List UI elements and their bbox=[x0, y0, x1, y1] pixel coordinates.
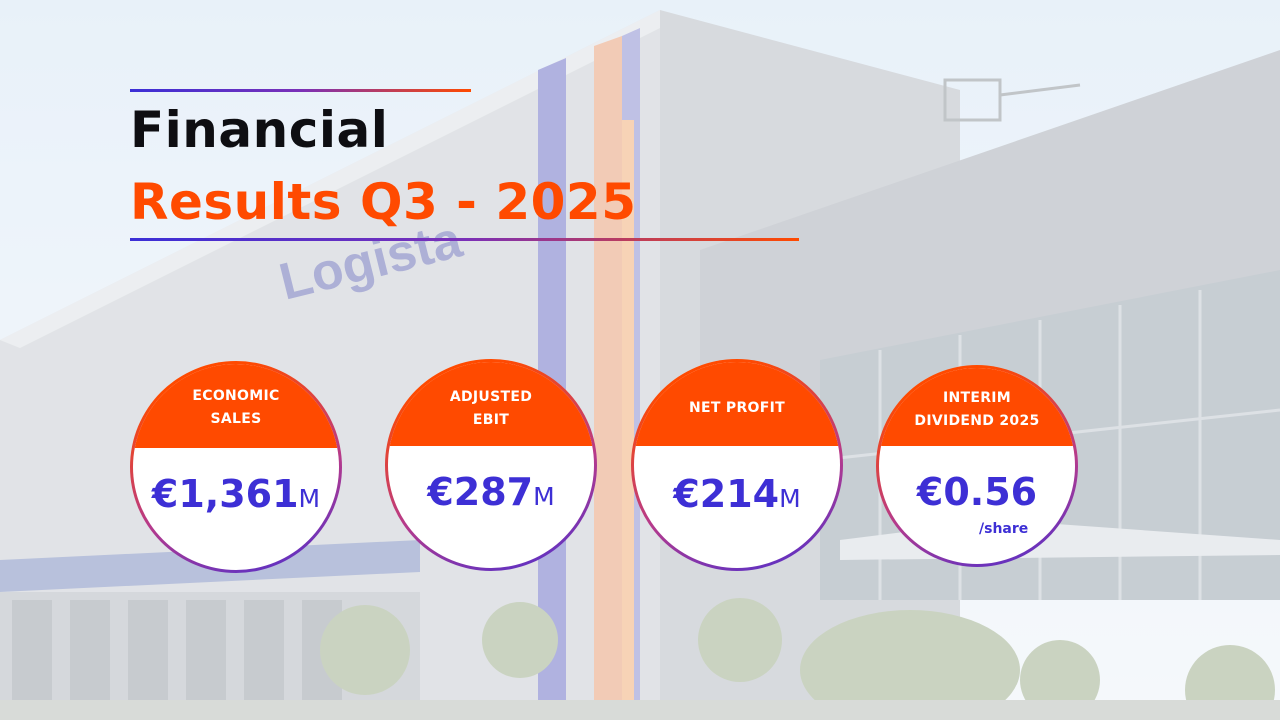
kpi-label-line: SALES bbox=[210, 411, 262, 427]
kpi-header: ECONOMIC SALES bbox=[133, 364, 339, 448]
kpi-amount: €0.56 bbox=[916, 470, 1038, 514]
kpi-amount: €1,361 bbox=[151, 472, 299, 516]
title-rule-bottom bbox=[130, 238, 799, 241]
kpi-label-line: DIVIDEND 2025 bbox=[914, 413, 1040, 429]
title-rule-top bbox=[130, 89, 471, 92]
kpi-economic-sales: ECONOMIC SALES €1,361M bbox=[130, 361, 342, 573]
kpi-label-line: ADJUSTED bbox=[449, 389, 533, 405]
kpi-unit: M bbox=[298, 484, 321, 513]
kpi-value: €0.56 bbox=[879, 470, 1075, 514]
kpi-amount: €214 bbox=[673, 472, 780, 516]
title-line-2: Results Q3 - 2025 bbox=[130, 173, 637, 231]
kpi-label-line: EBIT bbox=[472, 412, 510, 428]
kpi-header: ADJUSTED EBIT bbox=[388, 362, 594, 446]
kpi-unit: M bbox=[779, 484, 801, 513]
kpi-per-share: /share bbox=[979, 521, 1029, 537]
kpi-header: INTERIM DIVIDEND 2025 bbox=[879, 368, 1075, 446]
kpi-value: €214M bbox=[634, 472, 840, 516]
kpi-label-line: ECONOMIC bbox=[192, 388, 280, 404]
kpi-interim-dividend: INTERIM DIVIDEND 2025 €0.56 /share bbox=[876, 365, 1078, 567]
title-line-1: Financial bbox=[130, 101, 389, 159]
kpi-value: €1,361M bbox=[133, 472, 339, 516]
kpi-unit: M bbox=[533, 482, 555, 511]
kpi-net-profit: NET PROFIT €214M bbox=[631, 359, 843, 571]
kpi-amount: €287 bbox=[427, 470, 534, 514]
kpi-value: €287M bbox=[388, 470, 594, 514]
kpi-label-line: NET PROFIT bbox=[689, 400, 785, 416]
kpi-adjusted-ebit: ADJUSTED EBIT €287M bbox=[385, 359, 597, 571]
kpi-label-line: INTERIM bbox=[942, 390, 1012, 406]
kpi-header: NET PROFIT bbox=[634, 362, 840, 446]
